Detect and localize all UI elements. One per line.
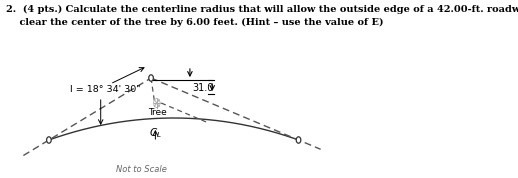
- Text: Tree: Tree: [148, 108, 167, 117]
- Text: 31.0: 31.0: [192, 83, 213, 93]
- Circle shape: [47, 137, 51, 143]
- Text: I = 18° 34' 30": I = 18° 34' 30": [70, 85, 141, 95]
- Text: Not to Scale: Not to Scale: [116, 165, 166, 174]
- Circle shape: [296, 137, 301, 143]
- Text: $\mathit{C}_L$: $\mathit{C}_L$: [149, 126, 162, 140]
- Circle shape: [149, 75, 153, 81]
- Text: clear the center of the tree by 6.00 feet. (Hint – use the value of E): clear the center of the tree by 6.00 fee…: [6, 18, 383, 27]
- Text: 2.  (4 pts.) Calculate the centerline radius that will allow the outside edge of: 2. (4 pts.) Calculate the centerline rad…: [6, 5, 518, 14]
